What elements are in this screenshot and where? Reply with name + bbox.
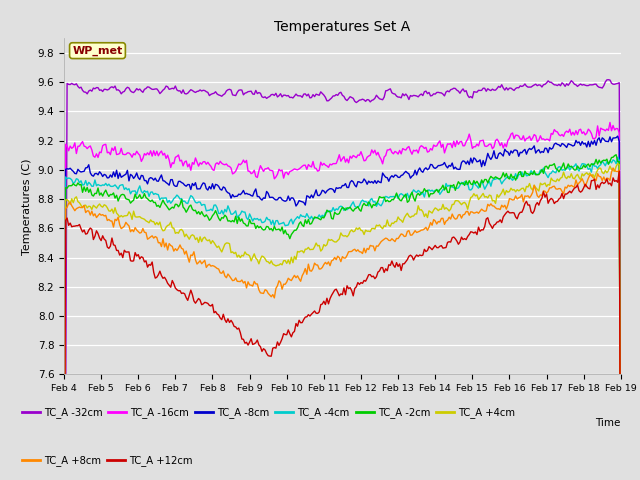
Legend: TC_A +8cm, TC_A +12cm: TC_A +8cm, TC_A +12cm [18, 451, 196, 470]
Text: Time: Time [595, 418, 621, 428]
Title: Temperatures Set A: Temperatures Set A [275, 21, 410, 35]
Legend: TC_A -32cm, TC_A -16cm, TC_A -8cm, TC_A -4cm, TC_A -2cm, TC_A +4cm: TC_A -32cm, TC_A -16cm, TC_A -8cm, TC_A … [18, 403, 519, 422]
Y-axis label: Temperatures (C): Temperatures (C) [22, 158, 32, 255]
Text: WP_met: WP_met [72, 46, 123, 56]
